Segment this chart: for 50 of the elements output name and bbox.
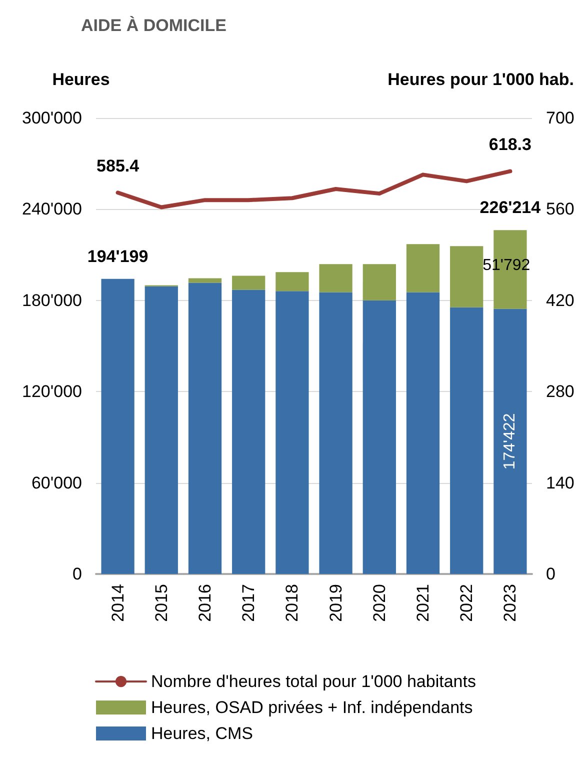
- legend-label: Heures, OSAD privées + Inf. indépendants: [151, 698, 473, 717]
- x-tick-label: 2023: [500, 584, 520, 622]
- bar: [494, 308, 527, 574]
- y2-tick-label: 0: [546, 564, 556, 584]
- x-tick-label: 2019: [326, 584, 346, 622]
- bar: [188, 278, 222, 283]
- x-tick-label: 2017: [239, 584, 258, 622]
- bar: [188, 282, 222, 574]
- bar: [232, 290, 266, 574]
- x-tick-label: 2018: [282, 584, 302, 622]
- y2-tick-label: 420: [546, 290, 574, 310]
- bar: [276, 291, 309, 574]
- bar: [450, 246, 484, 308]
- total-label: 226'214: [480, 198, 542, 218]
- legend-label: Heures, CMS: [151, 724, 254, 743]
- y-tick-label: 0: [72, 564, 82, 584]
- bar: [276, 272, 309, 292]
- y-tick-label: 240'000: [22, 200, 82, 219]
- bar: [319, 264, 352, 292]
- bar: [101, 278, 134, 574]
- legend-label: Nombre d'heures total pour 1'000 habitants: [151, 672, 476, 691]
- bar: [406, 244, 440, 292]
- data-label: 585.4: [96, 156, 140, 176]
- x-tick-label: 2014: [108, 584, 128, 622]
- y2-tick-label: 700: [546, 108, 574, 128]
- y-tick-label: 180'000: [22, 290, 82, 310]
- x-tick-label: 2021: [414, 584, 432, 622]
- y-tick-label: 120'000: [22, 382, 82, 402]
- x-tick-label: 2016: [196, 584, 214, 622]
- chart-title: AIDE À DOMICILE: [81, 15, 226, 35]
- y2-axis-title: Heures pour 1'000 hab.: [388, 70, 574, 89]
- bar: [319, 292, 352, 574]
- y-tick-label: 300'000: [22, 108, 82, 128]
- bar: [362, 264, 396, 300]
- bar: [362, 300, 396, 574]
- bar: [450, 307, 484, 574]
- data-label: 618.3: [488, 135, 532, 154]
- y2-tick-label: 280: [546, 382, 574, 402]
- bar: [144, 286, 178, 574]
- y-axis-title: Heures: [52, 70, 110, 89]
- x-tick-label: 2022: [457, 584, 476, 622]
- bar: [232, 276, 266, 290]
- y2-tick-label: 560: [546, 200, 574, 219]
- x-tick-label: 2015: [152, 584, 171, 622]
- data-label: 174'422: [502, 413, 519, 470]
- x-tick-label: 2020: [370, 584, 389, 622]
- y-tick-label: 60'000: [31, 473, 82, 492]
- total-label: 194'199: [87, 246, 148, 266]
- bar: [406, 292, 440, 574]
- y2-tick-label: 140: [546, 473, 574, 492]
